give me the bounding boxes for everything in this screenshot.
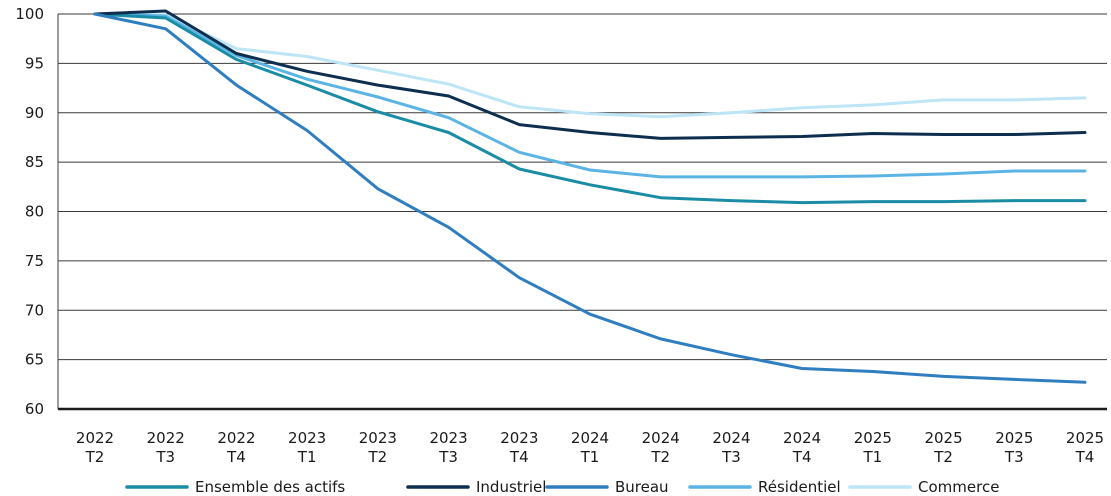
y-tick-label: 65 bbox=[25, 351, 44, 369]
series-line-0 bbox=[93, 12, 1087, 205]
y-tick-label: 100 bbox=[15, 5, 44, 23]
series-lines bbox=[93, 9, 1087, 384]
x-tick-label-year: 2022 bbox=[147, 429, 185, 447]
x-tick-label-quarter: T4 bbox=[1075, 448, 1095, 466]
x-tick-label-year: 2025 bbox=[854, 429, 892, 447]
legend-label-4: Commerce bbox=[918, 478, 999, 496]
legend-label-3: Résidentiel bbox=[758, 478, 841, 496]
x-tick-label-quarter: T4 bbox=[792, 448, 812, 466]
x-tick-label-year: 2025 bbox=[1066, 429, 1104, 447]
x-tick-label-quarter: T1 bbox=[297, 448, 317, 466]
x-tick-label-year: 2022 bbox=[76, 429, 114, 447]
x-axis: 2022T22022T32022T42023T12023T22023T32023… bbox=[58, 407, 1107, 466]
series-line-3 bbox=[93, 12, 1087, 179]
x-tick-label-quarter: T2 bbox=[650, 448, 670, 466]
x-tick-label-quarter: T1 bbox=[862, 448, 882, 466]
y-tick-label: 90 bbox=[25, 104, 44, 122]
x-tick-label-year: 2025 bbox=[995, 429, 1033, 447]
legend-label-1: Industriel bbox=[476, 478, 546, 496]
x-tick-label-year: 2023 bbox=[288, 429, 326, 447]
x-tick-label-quarter: T4 bbox=[226, 448, 246, 466]
y-axis: 60 65 70 75 80 85 90 95 100 bbox=[15, 5, 59, 418]
series-line-4 bbox=[93, 12, 1087, 119]
x-tick-label-quarter: T3 bbox=[438, 448, 458, 466]
y-tick-label: 80 bbox=[25, 203, 44, 221]
x-tick-label-quarter: T1 bbox=[580, 448, 600, 466]
legend: Ensemble des actifs Industriel Bureau Résid… bbox=[125, 478, 999, 496]
x-tick-label-year: 2022 bbox=[217, 429, 255, 447]
legend-label-0: Ensemble des actifs bbox=[195, 478, 345, 496]
x-tick-label-year: 2024 bbox=[642, 429, 680, 447]
x-tick-label-quarter: T3 bbox=[155, 448, 175, 466]
series-line-2 bbox=[93, 12, 1087, 384]
x-tick-label-quarter: T3 bbox=[721, 448, 741, 466]
y-tick-label: 95 bbox=[25, 54, 44, 72]
x-tick-label-quarter: T4 bbox=[509, 448, 529, 466]
x-tick-label-quarter: T2 bbox=[367, 448, 387, 466]
x-tick-label-year: 2024 bbox=[783, 429, 821, 447]
gridlines bbox=[58, 13, 1107, 361]
x-tick-label-year: 2024 bbox=[571, 429, 609, 447]
y-tick-label: 85 bbox=[25, 153, 44, 171]
legend-label-2: Bureau bbox=[615, 478, 669, 496]
x-tick-label-year: 2023 bbox=[500, 429, 538, 447]
x-tick-label-year: 2023 bbox=[359, 429, 397, 447]
x-tick-label-year: 2024 bbox=[712, 429, 750, 447]
y-tick-label: 60 bbox=[25, 400, 44, 418]
series-line-1 bbox=[93, 9, 1087, 140]
x-tick-label-quarter: T2 bbox=[85, 448, 105, 466]
x-tick-label-year: 2023 bbox=[429, 429, 467, 447]
x-tick-label-quarter: T2 bbox=[933, 448, 953, 466]
y-tick-label: 70 bbox=[25, 301, 44, 319]
x-tick-label-quarter: T3 bbox=[1004, 448, 1024, 466]
y-tick-label: 75 bbox=[25, 252, 44, 270]
x-tick-label-year: 2025 bbox=[924, 429, 962, 447]
